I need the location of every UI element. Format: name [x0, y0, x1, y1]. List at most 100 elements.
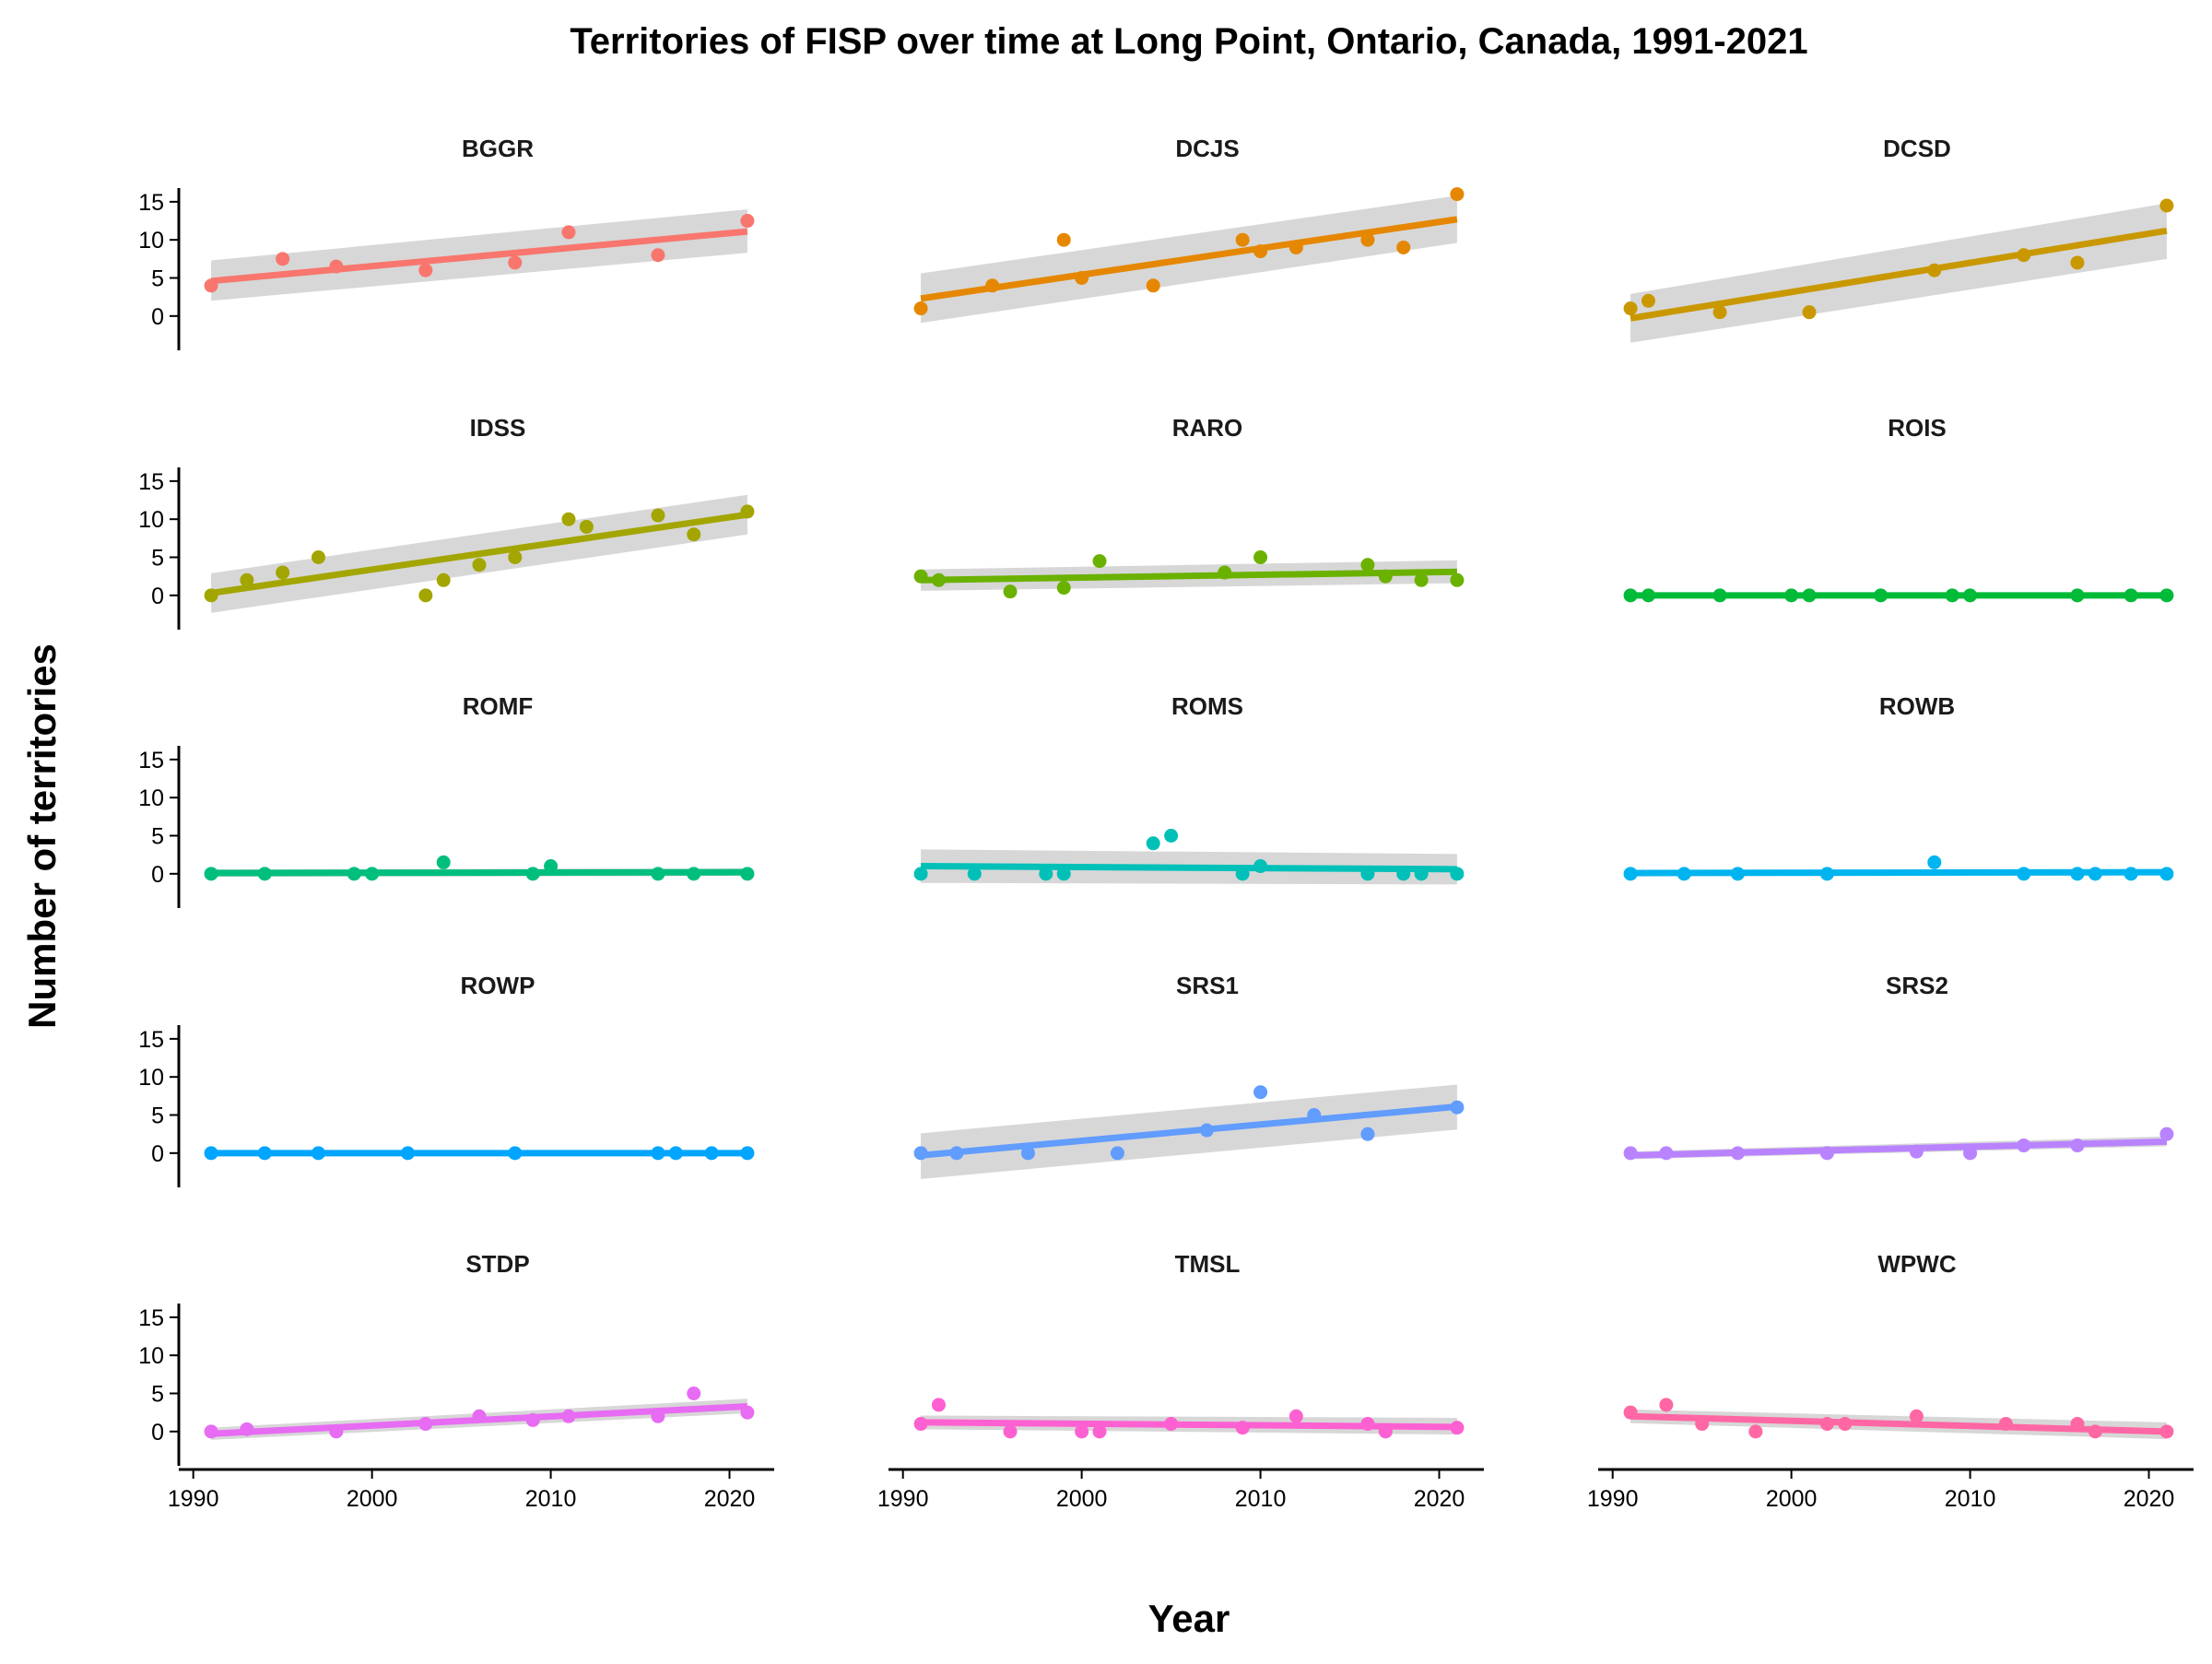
data-point — [1396, 867, 1411, 881]
trend-line — [920, 1103, 1458, 1159]
data-point — [2088, 1424, 2102, 1439]
facet-label: ROWP — [461, 972, 535, 999]
data-point — [1056, 581, 1071, 596]
data-point — [1003, 584, 1018, 599]
data-point — [2159, 198, 2174, 213]
facet-label: RARO — [1172, 414, 1243, 442]
data-point — [1253, 244, 1268, 259]
data-point — [913, 301, 928, 316]
facet-label: ROIS — [1888, 414, 1947, 442]
data-point — [1874, 588, 1888, 603]
x-tick-label: 2010 — [1235, 1486, 1287, 1512]
data-point — [1909, 1144, 1924, 1159]
facet-srs1: SRS1 — [913, 972, 1465, 1179]
data-point — [525, 867, 540, 881]
data-point — [1819, 1146, 1834, 1161]
data-point — [1253, 1085, 1268, 1100]
trend-line — [1630, 1138, 2167, 1159]
data-point — [1360, 1417, 1375, 1432]
x-tick-label: 2000 — [1766, 1486, 1818, 1512]
facet-label: ROMF — [463, 692, 534, 720]
y-tick-label: 5 — [151, 266, 164, 292]
data-point — [2017, 248, 2031, 263]
data-point — [257, 867, 272, 881]
data-point — [544, 859, 559, 874]
data-point — [525, 1412, 540, 1427]
x-tick-label: 2020 — [704, 1486, 756, 1512]
x-axis-title: Year — [1148, 1597, 1230, 1640]
data-point — [204, 588, 218, 603]
data-point — [1641, 588, 1655, 603]
facet-wpwc: WPWC 1990 2000 2010 2020 — [1587, 1250, 2194, 1512]
data-point — [740, 867, 755, 881]
facet-label: STDP — [465, 1250, 529, 1278]
data-point — [276, 252, 290, 266]
facet-panels: BGGR 0 5 10 15 DCJS DCSD IDSS 0 5 10 15 RARO ROIS ROMF… — [138, 135, 2194, 1512]
data-point — [1927, 855, 1942, 869]
trend-line — [920, 216, 1458, 302]
x-tick-label: 2000 — [347, 1486, 398, 1512]
data-point — [1288, 240, 1303, 254]
data-point — [1075, 1424, 1089, 1439]
trend-line — [921, 568, 1457, 584]
x-tick-label: 2020 — [1414, 1486, 1465, 1512]
data-point — [1110, 1146, 1124, 1161]
data-point — [949, 1146, 964, 1161]
data-point — [651, 248, 665, 263]
x-tick-label: 2000 — [1056, 1486, 1108, 1512]
y-tick-label: 15 — [138, 469, 164, 495]
data-point — [508, 550, 523, 565]
data-point — [276, 565, 290, 580]
facet-stdp: STDP 0 5 10 15 1990 2000 2010 2020 — [138, 1250, 774, 1512]
facet-dcsd: DCSD — [1623, 135, 2174, 343]
data-point — [1838, 1417, 1853, 1432]
data-point — [1307, 1108, 1322, 1123]
data-point — [740, 504, 755, 519]
facet-label: SRS1 — [1176, 972, 1239, 999]
data-point — [687, 867, 701, 881]
facet-raro: RARO — [913, 414, 1465, 599]
data-point — [913, 1146, 928, 1161]
data-point — [1730, 1146, 1745, 1161]
data-point — [1450, 572, 1465, 587]
data-point — [1253, 550, 1268, 565]
data-point — [204, 278, 218, 293]
data-point — [1092, 554, 1107, 569]
data-point — [2070, 588, 2085, 603]
data-point — [400, 1146, 415, 1161]
data-point — [1623, 301, 1638, 316]
data-point — [931, 572, 946, 587]
facet-srs2: SRS2 — [1623, 972, 2174, 1161]
trend-line — [1630, 227, 2168, 322]
data-point — [913, 1417, 928, 1432]
data-point — [704, 1146, 719, 1161]
facet-label: ROMS — [1171, 692, 1243, 720]
data-point — [1623, 588, 1638, 603]
data-point — [1414, 867, 1429, 881]
data-point — [1360, 232, 1375, 247]
data-point — [1360, 1127, 1375, 1141]
data-point — [740, 1405, 755, 1420]
data-point — [418, 1417, 433, 1432]
x-tick-label: 1990 — [168, 1486, 219, 1512]
data-point — [1695, 1417, 1710, 1432]
data-point — [1450, 1100, 1465, 1115]
y-tick-label: 5 — [151, 546, 164, 572]
facet-roms: ROMS — [913, 692, 1465, 885]
data-point — [1712, 305, 1727, 320]
facet-label: DCJS — [1175, 135, 1239, 162]
data-point — [1659, 1398, 1674, 1412]
y-tick-label: 0 — [151, 1420, 164, 1446]
y-tick-label: 10 — [138, 507, 164, 533]
data-point — [2159, 867, 2174, 881]
data-point — [913, 569, 928, 584]
data-point — [967, 867, 982, 881]
data-point — [2070, 1139, 2085, 1153]
facet-label: SRS2 — [1886, 972, 1948, 999]
data-point — [1360, 558, 1375, 572]
data-point — [1056, 232, 1071, 247]
facet-label: TMSL — [1175, 1250, 1241, 1278]
data-point — [1164, 829, 1179, 844]
